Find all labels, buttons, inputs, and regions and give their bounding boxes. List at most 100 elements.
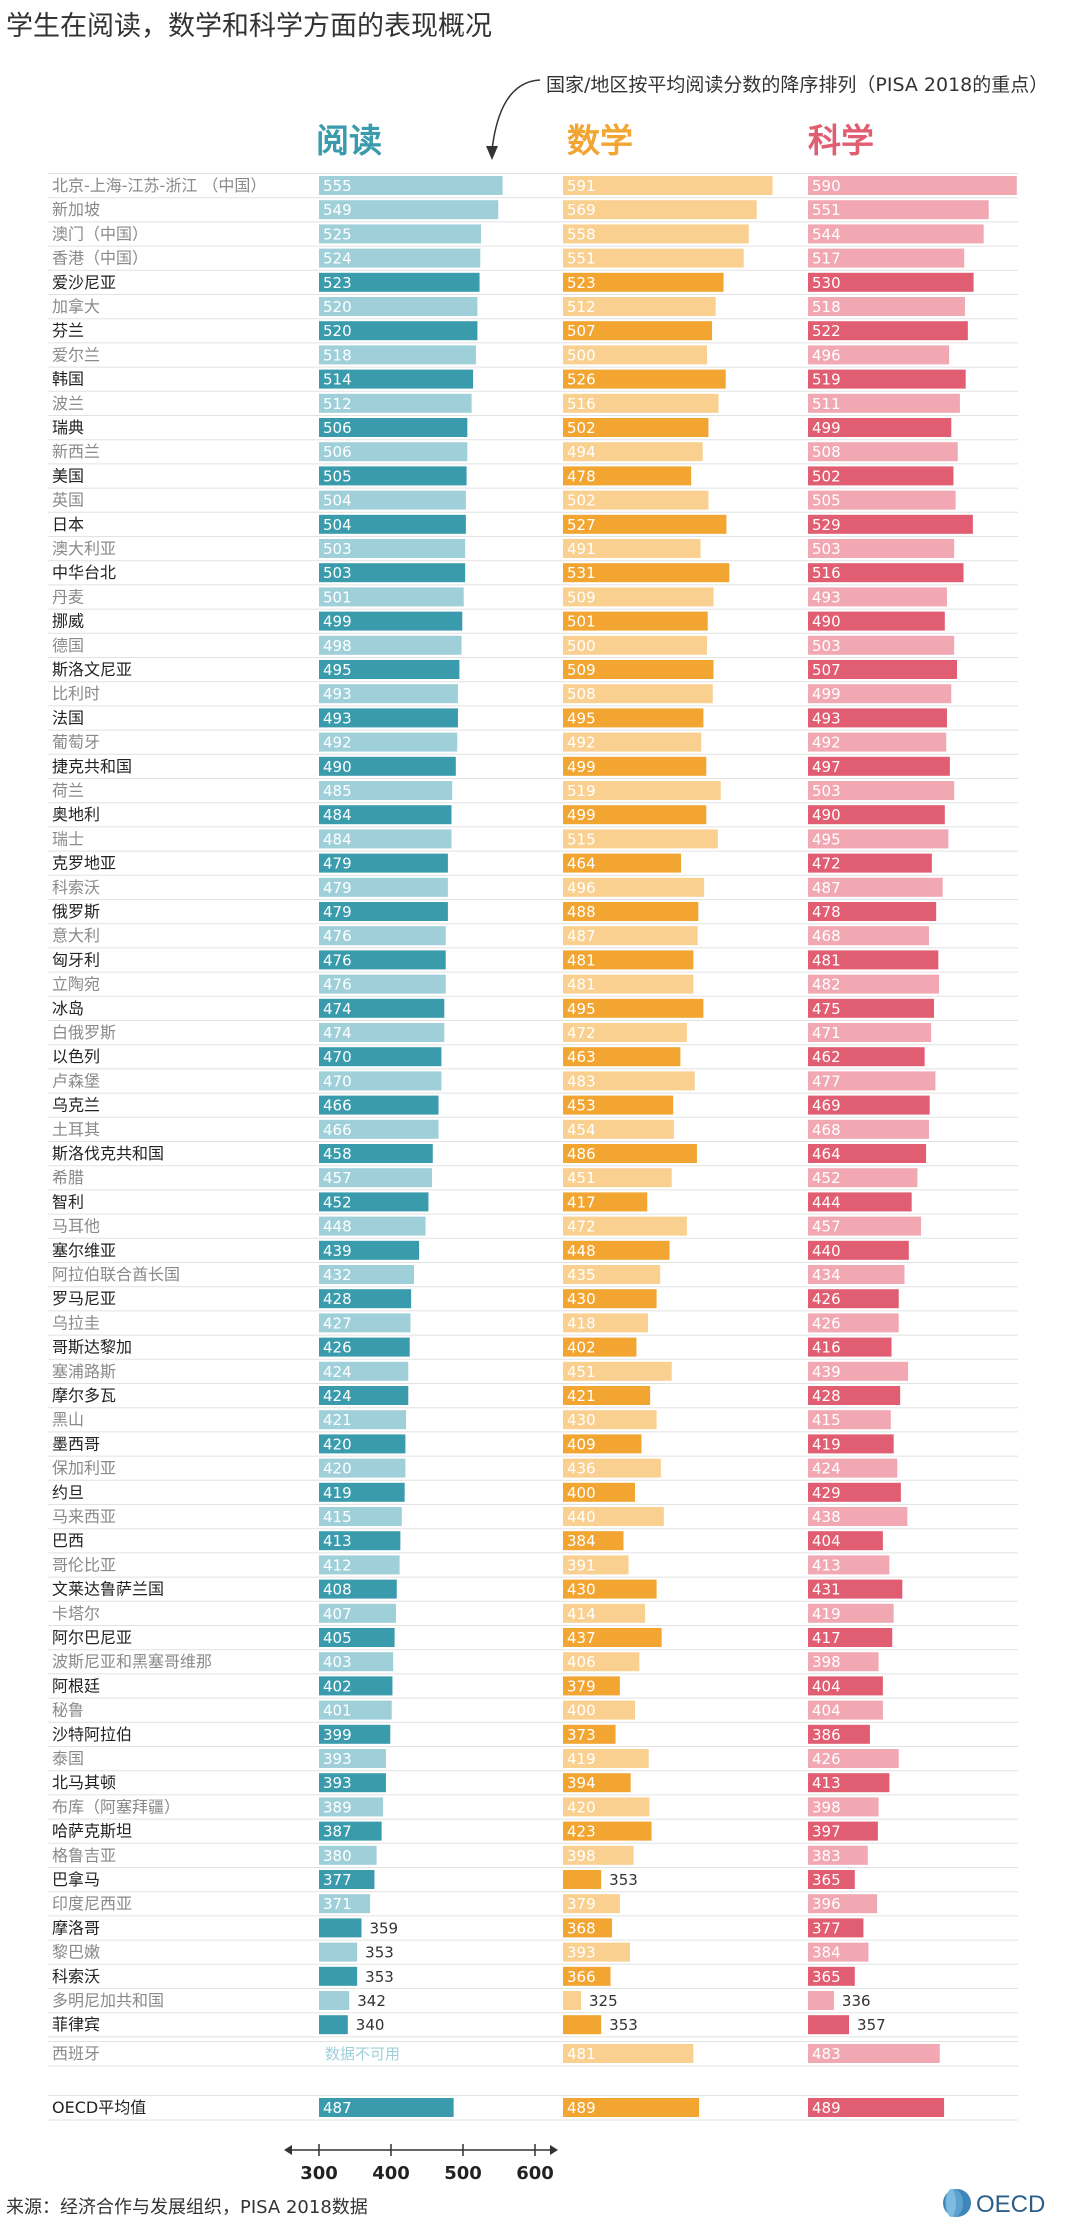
- bar-数学: [563, 2098, 700, 2117]
- country-label: 英国: [52, 491, 84, 510]
- bar-数学: [563, 1386, 651, 1405]
- bar-科学: [808, 660, 958, 679]
- bar-阅读: [319, 974, 446, 994]
- bar-科学: [808, 1119, 929, 1139]
- country-label: 德国: [52, 636, 84, 655]
- bar-数学: [563, 1724, 616, 1744]
- value-label: 413: [812, 1774, 841, 1792]
- bar-阅读: [319, 1700, 392, 1720]
- bar-科学: [808, 176, 1017, 195]
- value-label: 508: [812, 443, 841, 461]
- value-label: 420: [567, 1798, 596, 1816]
- bar-科学: [808, 1579, 903, 1599]
- bar-阅读: [319, 926, 446, 946]
- country-label: 保加利亚: [52, 1459, 116, 1478]
- country-label: 希腊: [52, 1168, 84, 1187]
- bar-科学: [808, 1894, 878, 1914]
- bar-阅读: [319, 1289, 412, 1309]
- bar-数学: [563, 539, 701, 558]
- value-label: 481: [567, 976, 596, 994]
- value-label: 529: [812, 516, 841, 534]
- value-label: 340: [356, 2016, 385, 2034]
- bar-科学: [808, 248, 965, 268]
- value-label: 495: [567, 709, 596, 727]
- value-label: 426: [323, 1339, 352, 1357]
- value-label: 476: [323, 976, 352, 994]
- value-label: 483: [812, 2045, 841, 2063]
- bar-阅读: [319, 1047, 442, 1067]
- value-label: 415: [812, 1411, 841, 1429]
- bar-科学: [808, 1918, 864, 1938]
- bar-科学: [808, 539, 955, 558]
- axis-arrow-right: [550, 2145, 558, 2155]
- bar-数学: [563, 732, 702, 752]
- value-label: 377: [323, 1871, 352, 1889]
- bar-阅读: [319, 1119, 439, 1139]
- value-label: 448: [323, 1218, 352, 1236]
- value-label: 489: [567, 2099, 596, 2117]
- bar-阅读: [319, 950, 446, 970]
- bar-数学: [563, 1023, 687, 1042]
- value-label: 405: [323, 1629, 352, 1647]
- bar-阅读: [319, 1386, 409, 1405]
- value-label: 458: [323, 1145, 352, 1163]
- value-label: 393: [567, 1944, 596, 1962]
- value-label: 501: [323, 588, 352, 606]
- value-label: 469: [812, 1097, 841, 1115]
- country-label: 巴拿马: [52, 1870, 100, 1889]
- pisa-chart: 北京-上海-江苏-浙江 （中国） 555 591 590 新加坡 549 569 551 澳门（…: [48, 79, 1018, 2180]
- value-label: 424: [812, 1460, 841, 1478]
- value-label: 487: [812, 879, 841, 897]
- value-label: 428: [323, 1290, 352, 1308]
- value-label: 486: [567, 1145, 596, 1163]
- bar-阅读: [319, 176, 503, 195]
- bar-科学: [808, 732, 947, 752]
- value-label: 454: [567, 1121, 596, 1139]
- country-label: 文莱达鲁萨兰国: [52, 1580, 164, 1599]
- value-label: 470: [323, 1048, 352, 1066]
- value-label: 453: [567, 1097, 596, 1115]
- value-label: 419: [812, 1605, 841, 1623]
- value-label: 325: [589, 1992, 618, 2010]
- value-label: 414: [567, 1605, 596, 1623]
- bar-科学: [808, 829, 949, 849]
- science-header: 科学: [808, 121, 874, 160]
- bar-阅读: [319, 877, 448, 897]
- bar-数学: [563, 1749, 649, 1768]
- value-label: 519: [567, 782, 596, 800]
- country-label: 阿拉伯联合酋长国: [52, 1265, 180, 1284]
- bar-阅读: [319, 1652, 394, 1672]
- bar-数学: [563, 1603, 646, 1623]
- value-label: 569: [567, 201, 596, 219]
- bar-数学: [563, 466, 692, 486]
- value-label: 518: [323, 346, 352, 364]
- country-label: 白俄罗斯: [52, 1023, 116, 1042]
- bar-数学: [563, 1555, 629, 1575]
- value-label: 497: [812, 758, 841, 776]
- bar-科学: [808, 1749, 899, 1768]
- bar-科学: [808, 1458, 898, 1478]
- axis-tick-label: 300: [300, 2163, 338, 2180]
- bar-科学: [808, 1870, 855, 1889]
- value-label: 474: [323, 1000, 352, 1018]
- country-label: 捷克共和国: [52, 757, 132, 776]
- country-label: 葡萄牙: [52, 733, 100, 752]
- value-label: 420: [323, 1435, 352, 1453]
- oecd-logo: OECD: [943, 2189, 1045, 2218]
- value-label: 512: [323, 395, 352, 413]
- value-label: 438: [812, 1508, 841, 1526]
- value-label: 493: [812, 709, 841, 727]
- value-label: 464: [812, 1145, 841, 1163]
- country-label: 卡塔尔: [52, 1604, 100, 1623]
- value-label: 531: [567, 564, 596, 582]
- bar-阅读: [319, 514, 466, 534]
- bar-阅读: [319, 1023, 445, 1042]
- bar-数学: [563, 756, 707, 776]
- country-label: 日本: [52, 515, 84, 534]
- bar-科学: [808, 1361, 909, 1381]
- bar-数学: [563, 514, 727, 534]
- country-label: 斯洛伐克共和国: [52, 1144, 164, 1163]
- value-label: 466: [323, 1097, 352, 1115]
- value-label: 493: [323, 685, 352, 703]
- value-label: 427: [323, 1314, 352, 1332]
